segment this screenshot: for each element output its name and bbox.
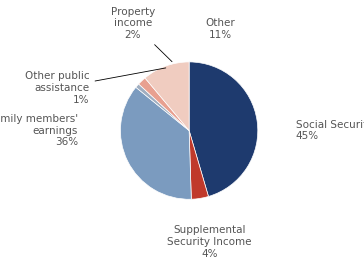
Text: Supplemental
Security Income
4%: Supplemental Security Income 4% [167, 225, 252, 259]
Wedge shape [189, 131, 209, 199]
Text: Family members'
earnings
36%: Family members' earnings 36% [0, 114, 78, 147]
Wedge shape [120, 87, 191, 199]
Text: Property
income
2%: Property income 2% [111, 7, 172, 62]
Wedge shape [145, 62, 189, 131]
Text: Other public
assistance
1%: Other public assistance 1% [25, 68, 166, 105]
Text: Other
11%: Other 11% [205, 18, 235, 40]
Wedge shape [136, 84, 189, 131]
Wedge shape [189, 62, 258, 196]
Wedge shape [139, 78, 189, 131]
Text: Social Security
45%: Social Security 45% [296, 120, 364, 142]
